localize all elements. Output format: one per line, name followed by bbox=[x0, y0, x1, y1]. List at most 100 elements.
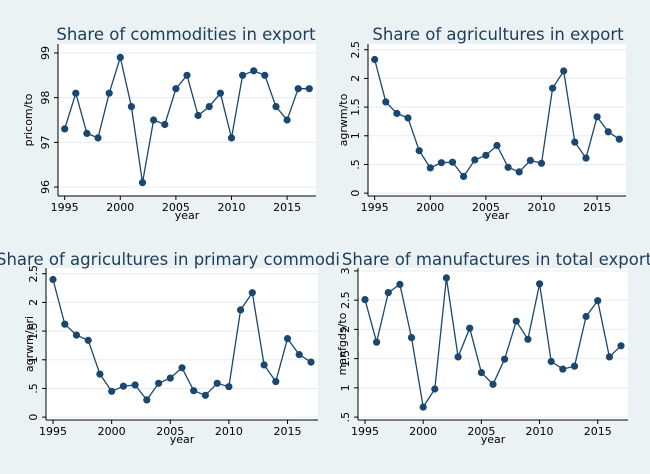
data-point bbox=[404, 114, 412, 122]
x-tick-label: 2010 bbox=[527, 201, 555, 214]
data-point bbox=[61, 125, 69, 133]
data-point bbox=[283, 116, 291, 124]
chart-title: Share of agricultures in export bbox=[372, 25, 624, 44]
data-point bbox=[560, 67, 568, 75]
data-point bbox=[172, 85, 180, 93]
data-point bbox=[559, 365, 567, 373]
data-point bbox=[150, 116, 158, 124]
x-tick-label: 2000 bbox=[416, 201, 444, 214]
data-point bbox=[295, 351, 303, 359]
x-tick-label: 1995 bbox=[361, 201, 389, 214]
y-tick-label: 2.5 bbox=[339, 291, 352, 309]
data-point bbox=[371, 55, 379, 64]
y-tick-label: 3 bbox=[339, 267, 352, 274]
x-axis-label: year bbox=[170, 433, 195, 446]
y-axis-label: pricom/to bbox=[22, 93, 35, 146]
data-point bbox=[260, 361, 268, 369]
y-tick-label: 97 bbox=[39, 135, 52, 149]
chart-panel-3: Share of agricultures in primary commodi… bbox=[0, 250, 340, 446]
data-point bbox=[84, 336, 92, 344]
y-tick-label: 2 bbox=[349, 75, 362, 82]
y-tick-label: 1 bbox=[349, 132, 362, 139]
data-point bbox=[72, 331, 81, 339]
data-point bbox=[466, 324, 474, 332]
data-point bbox=[605, 353, 614, 361]
data-point bbox=[524, 335, 532, 343]
x-tick-label: 2015 bbox=[274, 425, 302, 438]
data-point bbox=[526, 156, 535, 164]
chart-title: Share of commodities in export bbox=[56, 25, 316, 44]
plot-area bbox=[58, 44, 316, 196]
data-point bbox=[166, 374, 174, 382]
data-point bbox=[178, 364, 186, 372]
data-point bbox=[549, 84, 557, 92]
data-point bbox=[489, 380, 497, 388]
data-point bbox=[155, 379, 163, 387]
data-point bbox=[227, 134, 236, 142]
data-point bbox=[127, 103, 135, 111]
y-tick-label: 2 bbox=[27, 299, 40, 306]
data-point bbox=[94, 134, 102, 142]
x-tick-label: 2010 bbox=[526, 425, 554, 438]
data-point bbox=[504, 163, 512, 171]
data-point bbox=[143, 396, 151, 404]
y-tick-label: 1.5 bbox=[339, 350, 352, 368]
data-point bbox=[437, 159, 445, 167]
x-tick-label: 2015 bbox=[583, 201, 611, 214]
data-point bbox=[307, 358, 315, 366]
data-point bbox=[382, 98, 390, 106]
data-point bbox=[250, 67, 258, 75]
y-axis-label: agrwm/to bbox=[337, 93, 350, 146]
data-point bbox=[183, 71, 191, 79]
data-point bbox=[361, 296, 369, 304]
y-tick-label: 1 bbox=[27, 356, 40, 363]
data-point bbox=[615, 135, 623, 143]
chart-panel-1: Share of commodities in export 96 97 98 99 19… bbox=[22, 25, 316, 222]
y-tick-label: 0 bbox=[27, 414, 40, 421]
data-point bbox=[201, 391, 209, 399]
x-tick-label: 2000 bbox=[409, 425, 437, 438]
chart-title: Share of manufactures in total export bbox=[342, 250, 650, 269]
y-tick-label: 2.5 bbox=[27, 265, 40, 283]
data-point bbox=[571, 138, 579, 146]
data-point bbox=[594, 297, 602, 305]
x-tick-label: 2005 bbox=[156, 425, 184, 438]
y-tick-label: 98 bbox=[39, 91, 52, 105]
y-tick-label: 2.5 bbox=[349, 41, 362, 59]
data-point bbox=[512, 317, 520, 325]
data-point bbox=[194, 111, 202, 120]
data-point bbox=[96, 370, 104, 378]
data-point bbox=[442, 274, 450, 282]
y-tick-label: 2 bbox=[339, 326, 352, 333]
x-tick-label: 1995 bbox=[351, 425, 379, 438]
data-point bbox=[283, 335, 292, 343]
data-point bbox=[72, 89, 80, 97]
data-point bbox=[83, 129, 91, 137]
data-point bbox=[460, 172, 468, 181]
data-point bbox=[294, 85, 302, 93]
x-tick-label: 2005 bbox=[472, 201, 500, 214]
data-point bbox=[213, 379, 221, 387]
x-tick-label: 2000 bbox=[98, 425, 126, 438]
x-tick-label: 2015 bbox=[584, 425, 612, 438]
y-tick-label: 99 bbox=[39, 46, 52, 60]
data-point bbox=[415, 147, 423, 155]
y-tick-label: .5 bbox=[349, 159, 362, 170]
data-point bbox=[582, 312, 590, 321]
data-point bbox=[617, 342, 625, 350]
y-axis-label: manfgds/to bbox=[336, 312, 349, 375]
y-tick-label: 1 bbox=[339, 384, 352, 391]
data-point bbox=[225, 383, 233, 391]
data-point bbox=[582, 154, 590, 162]
data-point bbox=[190, 387, 198, 395]
data-point bbox=[477, 369, 485, 377]
x-tick-label: 1995 bbox=[51, 201, 79, 214]
data-point bbox=[593, 113, 601, 121]
data-point bbox=[419, 403, 427, 411]
chart-panel-4: Share of manufactures in total export .5 1… bbox=[336, 250, 650, 446]
data-point bbox=[547, 357, 555, 366]
data-point bbox=[431, 385, 439, 393]
data-point bbox=[537, 159, 546, 167]
plot-area bbox=[46, 268, 318, 420]
